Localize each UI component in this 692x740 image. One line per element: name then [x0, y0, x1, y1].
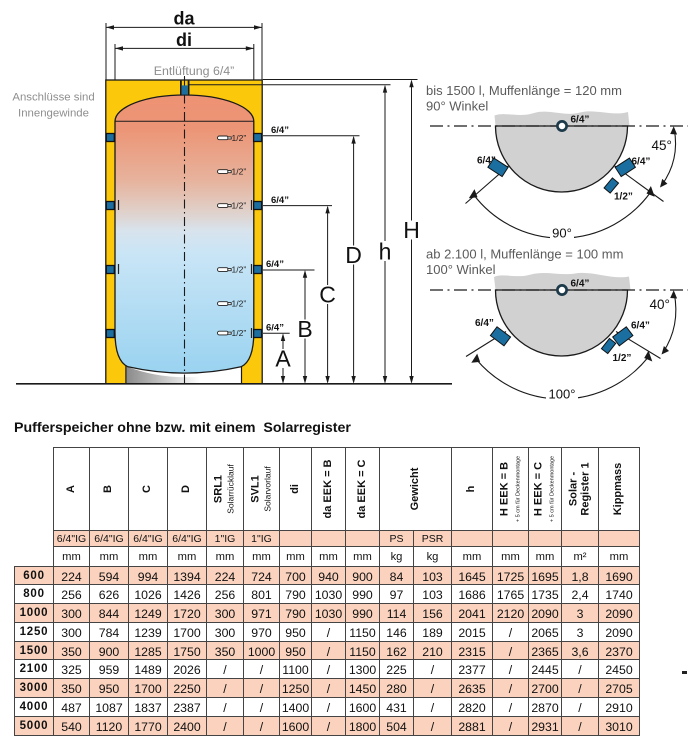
svg-text:D: D	[345, 242, 362, 268]
svg-text:B: B	[297, 316, 312, 342]
svg-text:6/4”: 6/4”	[571, 279, 590, 290]
svg-text:6/4”: 6/4”	[266, 322, 284, 333]
svg-text:C: C	[319, 282, 336, 308]
svg-text:Entlüftung 6/4”: Entlüftung 6/4”	[154, 64, 235, 78]
svg-text:1/2”: 1/2”	[613, 353, 632, 364]
svg-text:90° Winkel: 90° Winkel	[426, 99, 488, 114]
svg-text:h: h	[379, 239, 392, 265]
svg-text:bis 1500 l, Muffenlänge = 120: bis 1500 l, Muffenlänge = 120 mm	[426, 83, 622, 98]
svg-text:H: H	[403, 217, 420, 243]
svg-text:6/4”: 6/4”	[266, 259, 284, 270]
svg-text:6/4”: 6/4”	[632, 157, 651, 168]
svg-text:6/4”: 6/4”	[475, 318, 494, 329]
svg-text:6/4”: 6/4”	[271, 195, 289, 206]
svg-text:90°: 90°	[552, 226, 572, 241]
svg-text:6/4”: 6/4”	[631, 321, 650, 332]
svg-text:6/4”: 6/4”	[271, 125, 289, 136]
svg-text:1/2”: 1/2”	[232, 299, 247, 309]
svg-text:1/2”: 1/2”	[232, 133, 247, 143]
svg-text:40°: 40°	[650, 297, 670, 312]
svg-text:Innengewinde: Innengewinde	[18, 108, 89, 120]
svg-text:100°: 100°	[549, 387, 576, 402]
svg-text:1/2”: 1/2”	[232, 328, 247, 338]
svg-text:6/4”: 6/4”	[571, 115, 590, 126]
svg-text:1/2”: 1/2”	[232, 167, 247, 177]
svg-text:100° Winkel: 100° Winkel	[426, 262, 496, 277]
svg-text:da: da	[173, 9, 195, 29]
svg-text:di: di	[176, 30, 192, 50]
svg-text:45°: 45°	[652, 138, 672, 153]
svg-text:1/2”: 1/2”	[614, 192, 633, 203]
svg-text:A: A	[275, 345, 291, 371]
svg-text:6/4”: 6/4”	[477, 156, 496, 167]
svg-text:1/2”: 1/2”	[232, 201, 247, 211]
svg-text:1/2”: 1/2”	[232, 265, 247, 275]
svg-text:Anschlüsse sind: Anschlüsse sind	[12, 91, 94, 103]
svg-text:ab 2.100 l, Muffenlänge = 100: ab 2.100 l, Muffenlänge = 100 mm	[426, 247, 623, 262]
